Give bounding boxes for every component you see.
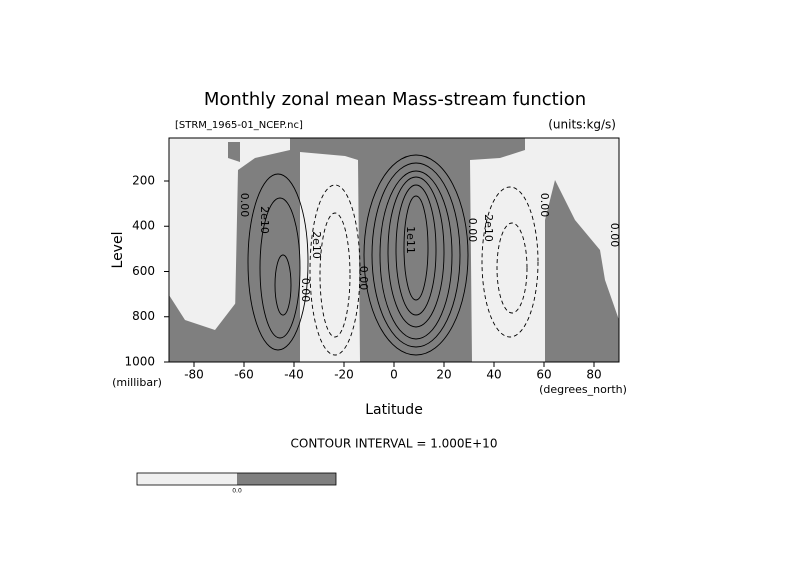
- contour-line: [309, 184, 361, 356]
- contour-line: [395, 184, 437, 316]
- positive-region: [228, 142, 240, 162]
- x-tick-label: -40: [284, 368, 304, 382]
- x-tick-label: -60: [234, 368, 254, 382]
- contour-label: 2e10: [310, 231, 323, 259]
- y-tick-label: 400: [132, 219, 155, 233]
- contour-label: 0.00: [538, 193, 551, 218]
- contour-field: [169, 138, 619, 362]
- contour-label: 0.00: [466, 218, 479, 243]
- contour-label: 0.00: [238, 193, 251, 218]
- contour-label: 0.00: [608, 223, 621, 248]
- colorbar-frame: [136, 472, 337, 486]
- y-axis-units: (millibar): [112, 376, 162, 389]
- contour-line: [379, 170, 453, 340]
- colorbar-positive: [237, 473, 336, 485]
- y-tick-label: 800: [132, 309, 155, 323]
- x-tick-label: 0: [390, 368, 398, 382]
- x-tick-label: 40: [486, 368, 501, 382]
- y-tick-label: 200: [132, 173, 155, 187]
- chart-title: Monthly zonal mean Mass-stream function: [204, 89, 586, 110]
- contour-line: [481, 186, 539, 338]
- contour-line: [403, 195, 429, 301]
- contour-interval: CONTOUR INTERVAL = 1.000E+10: [291, 437, 498, 451]
- y-tick-label: 1000: [124, 355, 155, 369]
- units-label: (units:kg/s): [548, 118, 616, 132]
- file-label: [STRM_1965-01_NCEP.nc]: [175, 120, 303, 131]
- contour-line: [371, 162, 461, 348]
- positive-region: [169, 295, 238, 362]
- colorbar-label: 0.0: [232, 488, 242, 495]
- contour-line: [496, 222, 528, 314]
- x-tick-label: -80: [184, 368, 204, 382]
- contour-lines: [247, 154, 539, 356]
- positive-region: [545, 180, 619, 362]
- contour-line: [363, 154, 469, 356]
- x-tick-label: 20: [436, 368, 451, 382]
- contour-label: 0.00: [299, 278, 312, 303]
- contour-line: [259, 197, 301, 339]
- contour-label: 2e10: [482, 214, 495, 242]
- contour-line: [319, 212, 351, 338]
- y-tick-label: 600: [132, 264, 155, 278]
- contour-line: [387, 176, 445, 328]
- contour-line: [247, 173, 309, 351]
- x-tick-label: -20: [334, 368, 354, 382]
- y-axis-title: Level: [110, 232, 126, 269]
- x-tick-label: 60: [536, 368, 551, 382]
- x-tick-label: 80: [586, 368, 601, 382]
- colorbar-negative: [137, 473, 237, 485]
- contour-line: [274, 254, 292, 316]
- contour-label: 2e10: [258, 206, 271, 234]
- contour-label: 0.00: [357, 266, 370, 291]
- contour-label: 1e11: [404, 226, 417, 254]
- x-axis-units: (degrees_north): [539, 383, 627, 396]
- x-axis-title: Latitude: [365, 402, 423, 418]
